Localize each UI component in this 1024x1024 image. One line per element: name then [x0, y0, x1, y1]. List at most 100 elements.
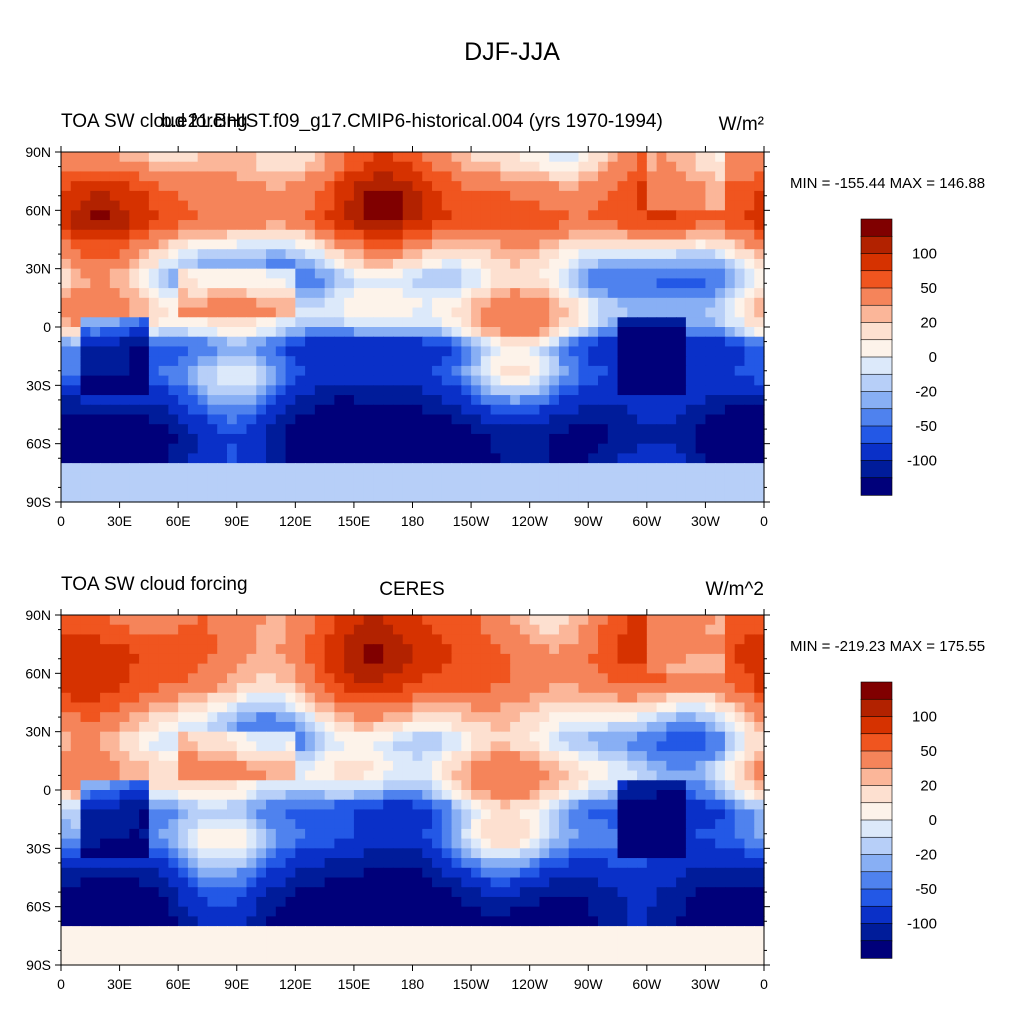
field-cell [422, 916, 433, 927]
field-cell [451, 896, 462, 908]
field-cell [676, 906, 687, 917]
field-cell [119, 327, 130, 338]
field-cell [70, 307, 82, 318]
field-cell [451, 307, 462, 318]
field-cell [246, 463, 257, 474]
field-cell [646, 278, 658, 289]
field-cell [80, 634, 91, 645]
field-cell [471, 220, 482, 231]
field-cell [490, 210, 501, 221]
field-cell [451, 463, 462, 474]
field-cell [178, 424, 189, 435]
field-cell [392, 702, 404, 713]
field-cell [236, 858, 248, 869]
field-cell [627, 317, 638, 328]
field-cell [100, 375, 111, 386]
field-cell [539, 916, 550, 927]
field-cell [461, 624, 472, 636]
field-cell [490, 258, 501, 270]
field-cell [646, 171, 658, 182]
field-cell [168, 887, 179, 898]
field-cell [617, 307, 628, 318]
field-cell [236, 365, 248, 377]
field-cell [275, 492, 287, 503]
field-cell [588, 760, 599, 772]
field-cell [314, 307, 326, 318]
field-cell [500, 181, 511, 192]
field-cell [197, 395, 209, 406]
field-cell [383, 634, 394, 645]
field-cell [432, 171, 443, 182]
field-cell [529, 663, 541, 674]
field-cell [402, 346, 414, 357]
field-cell [139, 712, 150, 723]
field-cell [148, 634, 160, 645]
field-cell [295, 653, 306, 665]
field-cell [705, 877, 716, 888]
field-cell [373, 799, 384, 811]
field-cell [334, 443, 345, 454]
field-cell [451, 790, 462, 801]
field-cell [715, 424, 726, 435]
field-cell [207, 790, 218, 801]
field-cell [353, 433, 365, 445]
field-cell [158, 181, 169, 192]
field-cell [324, 858, 335, 869]
field-cell [314, 634, 326, 645]
field-cell [441, 200, 453, 211]
field-cell [178, 249, 189, 260]
field-cell [568, 356, 580, 367]
field-cell [256, 624, 267, 636]
field-cell [324, 799, 335, 811]
field-cell [148, 916, 160, 927]
field-cell [295, 268, 306, 279]
field-cell [402, 760, 414, 772]
field-cell [724, 336, 736, 348]
field-cell [119, 317, 130, 328]
field-cell [256, 790, 267, 801]
field-cell [305, 404, 316, 416]
field-cell [705, 673, 716, 684]
field-cell [256, 336, 267, 348]
field-cell [656, 190, 667, 202]
field-cell [422, 171, 433, 182]
field-cell [646, 896, 658, 908]
field-cell [197, 317, 209, 328]
field-cell [676, 770, 687, 781]
field-cell [441, 790, 453, 801]
field-cell [80, 838, 91, 849]
field-cell [510, 867, 521, 879]
field-cell [100, 443, 111, 454]
field-cell [598, 171, 609, 182]
field-cell [109, 790, 121, 801]
field-cell [549, 424, 560, 435]
field-cell [383, 268, 394, 279]
field-cell [617, 443, 628, 454]
field-cell [676, 181, 687, 192]
field-cell [187, 336, 199, 348]
field-cell [109, 404, 121, 416]
field-cell [324, 896, 335, 908]
field-cell [266, 683, 277, 694]
field-cell [412, 624, 423, 636]
field-cell [256, 721, 267, 733]
field-cell [422, 712, 433, 723]
field-cell [109, 317, 121, 328]
field-cell [412, 288, 423, 299]
field-cell [705, 799, 716, 811]
field-cell [578, 780, 589, 791]
field-cell [129, 288, 140, 299]
field-cell [236, 673, 248, 684]
field-cell [461, 828, 472, 840]
field-cell [754, 799, 765, 811]
field-cell [724, 307, 736, 318]
field-cell [500, 644, 511, 655]
field-cell [715, 838, 726, 849]
field-cell [637, 828, 648, 840]
field-cell [705, 317, 716, 328]
field-cell [471, 249, 482, 260]
field-cell [588, 229, 599, 241]
field-cell [480, 741, 492, 752]
field-cell [246, 741, 257, 752]
field-cell [480, 896, 492, 908]
